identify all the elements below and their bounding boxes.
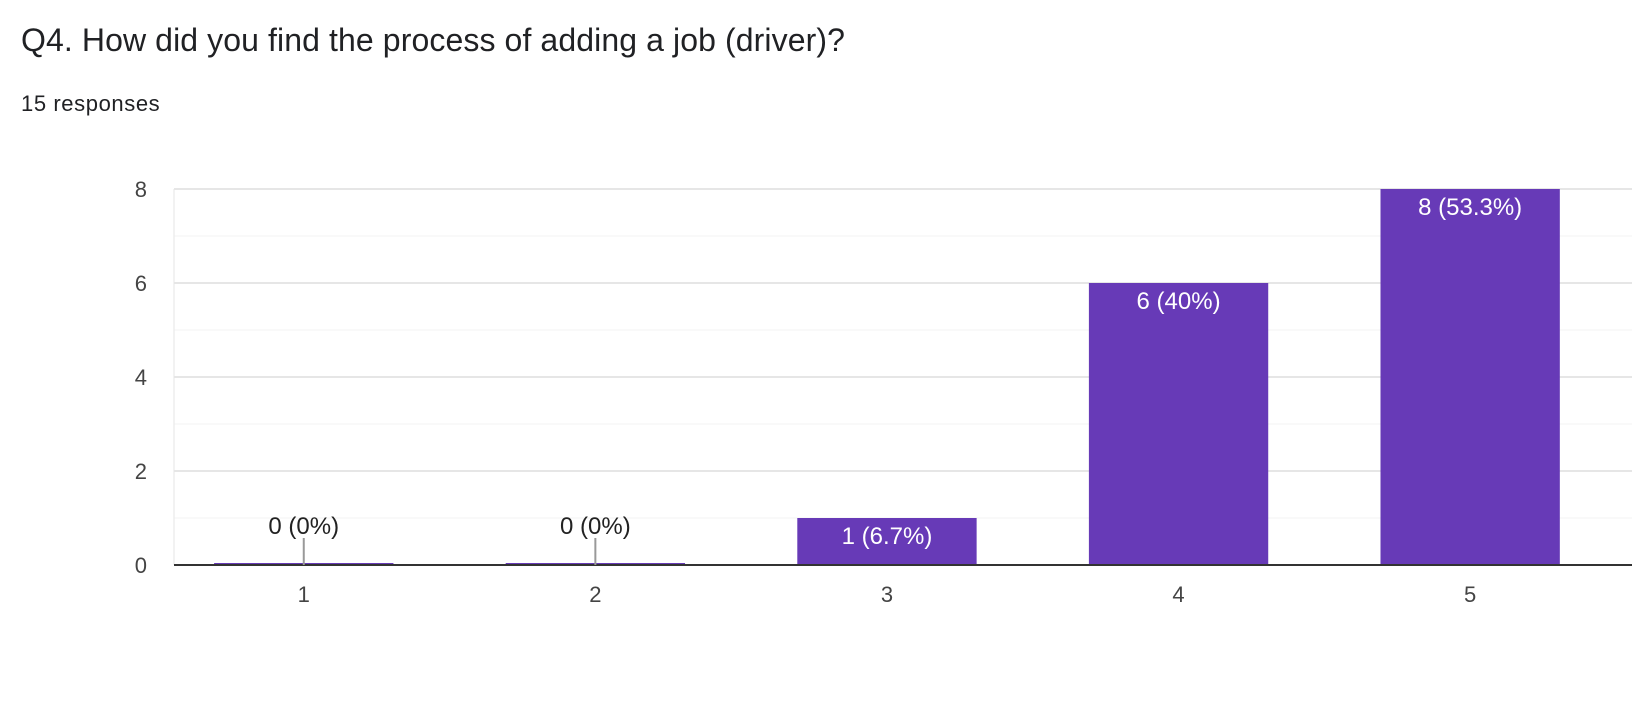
y-tick-label: 2 bbox=[135, 459, 147, 484]
y-tick-label: 0 bbox=[135, 553, 147, 578]
bar-4 bbox=[1088, 283, 1269, 565]
x-tick-label: 5 bbox=[1464, 582, 1476, 607]
x-tick-label: 1 bbox=[298, 582, 310, 607]
data-label-2: 0 (0%) bbox=[560, 513, 631, 540]
bars bbox=[214, 189, 1560, 565]
y-tick-label: 6 bbox=[135, 271, 147, 296]
x-tick-label: 3 bbox=[881, 582, 893, 607]
y-tick-label: 4 bbox=[135, 365, 147, 390]
y-axis-ticks: 0 2 4 6 8 bbox=[135, 177, 147, 578]
x-axis-ticks: 1 2 3 4 5 bbox=[298, 582, 1477, 607]
x-tick-label: 2 bbox=[589, 582, 601, 607]
y-tick-label: 8 bbox=[135, 177, 147, 202]
data-label-1: 0 (0%) bbox=[268, 513, 339, 540]
data-label-3: 1 (6.7%) bbox=[842, 523, 933, 550]
x-tick-label: 4 bbox=[1172, 582, 1184, 607]
bar-3 bbox=[797, 518, 977, 565]
response-count: 15 responses bbox=[21, 91, 161, 116]
data-labels: 0 (0%) 0 (0%) 1 (6.7%) 6 (40%) 8 (53.3%) bbox=[268, 194, 1522, 565]
question-title: Q4. How did you find the process of addi… bbox=[21, 22, 846, 58]
bar-5 bbox=[1380, 189, 1560, 565]
data-label-4: 6 (40%) bbox=[1137, 288, 1221, 315]
data-label-5: 8 (53.3%) bbox=[1418, 194, 1522, 221]
